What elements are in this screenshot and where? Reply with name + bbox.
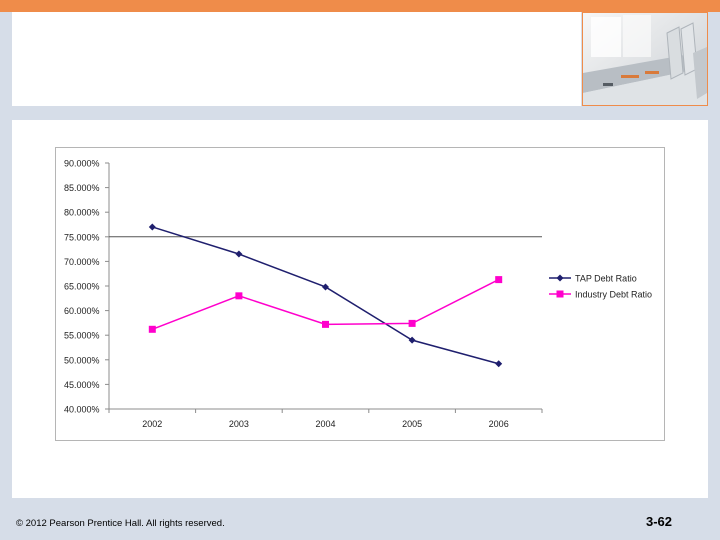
legend-marker-tap-debt-ratio (556, 274, 564, 282)
conference-room-image (583, 13, 707, 105)
data-point-industry-debt-ratio (235, 292, 243, 300)
data-point-industry-debt-ratio (408, 319, 416, 327)
y-tick-label: 40.000% (64, 405, 100, 415)
slide-number: 3-62 (646, 514, 673, 529)
data-point-tap-debt-ratio (235, 250, 243, 258)
legend-marker-industry-debt-ratio (556, 290, 564, 298)
x-tick-label-2005: 2005 (402, 419, 422, 429)
x-tick-label-2003: 2003 (229, 419, 249, 429)
y-tick-label: 60.000% (64, 306, 100, 316)
debt-ratio-chart: 90.000% 85.000% 80.000% 75.000% 70.000% 65.00… (55, 147, 665, 441)
x-tick-label-2004: 2004 (315, 419, 335, 429)
y-tick-label: 45.000% (64, 380, 100, 390)
data-point-tap-debt-ratio (408, 336, 416, 344)
top-accent-bar (0, 0, 720, 12)
y-tick-label: 55.000% (64, 331, 100, 341)
footer-copyright: © 2012 Pearson Prentice Hall. All rights… (16, 518, 225, 529)
data-point-industry-debt-ratio (495, 276, 503, 284)
data-point-tap-debt-ratio (148, 223, 156, 231)
y-tick-label: 65.000% (64, 282, 100, 292)
y-tick-label: 90.000% (64, 159, 100, 169)
chart-canvas: 90.000% 85.000% 80.000% 75.000% 70.000% 65.00… (64, 159, 652, 430)
y-tick-label: 50.000% (64, 355, 100, 365)
legend-label-tap-debt-ratio: TAP Debt Ratio (575, 274, 637, 284)
data-point-tap-debt-ratio (322, 283, 329, 291)
data-point-industry-debt-ratio (322, 320, 329, 328)
series-line-tap-debt-ratio (152, 226, 499, 365)
legend-label-industry-debt-ratio: Industry Debt Ratio (575, 290, 652, 300)
header-photo-conference-room (582, 12, 708, 106)
header-panel (12, 12, 581, 106)
data-point-industry-debt-ratio (148, 325, 156, 333)
y-tick-label: 85.000% (64, 183, 100, 193)
x-tick-label-2002: 2002 (142, 419, 162, 429)
y-tick-label: 75.000% (64, 232, 100, 242)
x-tick-label-2006: 2006 (489, 419, 509, 429)
y-tick-label: 70.000% (64, 257, 100, 267)
y-tick-label: 80.000% (64, 208, 100, 218)
data-point-tap-debt-ratio (495, 360, 503, 368)
